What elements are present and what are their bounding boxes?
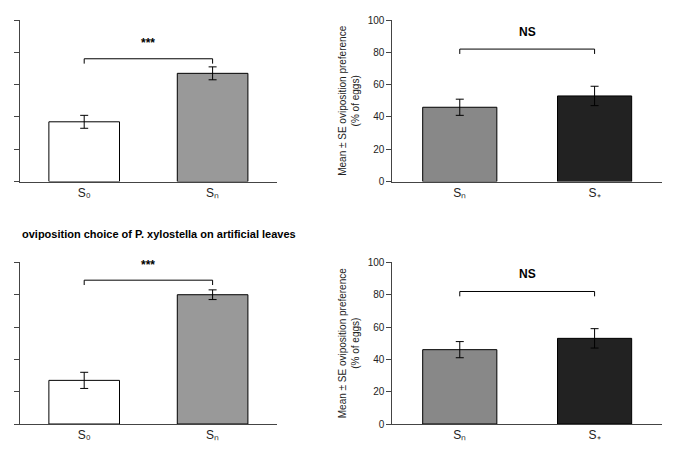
- svg-text:0: 0: [379, 176, 385, 187]
- svg-text:S₀: S₀: [78, 186, 91, 200]
- svg-text:80: 80: [373, 47, 385, 58]
- svg-text:Sₙ: Sₙ: [206, 186, 219, 200]
- svg-text:40: 40: [373, 354, 385, 365]
- svg-text:100: 100: [368, 15, 385, 26]
- svg-text:oviposition choice of P. xylos: oviposition choice of P. xylostella on a…: [22, 228, 296, 240]
- svg-text:Sₙ: Sₙ: [206, 428, 219, 442]
- svg-text:S₀: S₀: [78, 428, 91, 442]
- svg-text:60: 60: [373, 79, 385, 90]
- svg-text:40: 40: [373, 111, 385, 122]
- svg-text:100: 100: [368, 257, 385, 268]
- svg-text:NS: NS: [519, 25, 536, 39]
- svg-text:Mean ± SE oviposition preferen: Mean ± SE oviposition preference(% of eg…: [337, 25, 361, 175]
- svg-text:Mean ± SE oviposition preferen: Mean ± SE oviposition preference(% of eg…: [337, 268, 361, 418]
- svg-text:80: 80: [373, 289, 385, 300]
- svg-text:20: 20: [373, 386, 385, 397]
- svg-text:20: 20: [373, 144, 385, 155]
- svg-text:NS: NS: [519, 267, 536, 281]
- svg-text:Sₙ: Sₙ: [453, 428, 466, 442]
- svg-text:60: 60: [373, 322, 385, 333]
- svg-text:S₊: S₊: [589, 186, 601, 200]
- svg-text:***: ***: [141, 258, 155, 272]
- svg-text:***: ***: [141, 36, 155, 50]
- svg-text:Sₙ: Sₙ: [453, 186, 466, 200]
- svg-text:S₊: S₊: [589, 428, 601, 442]
- svg-text:0: 0: [379, 419, 385, 430]
